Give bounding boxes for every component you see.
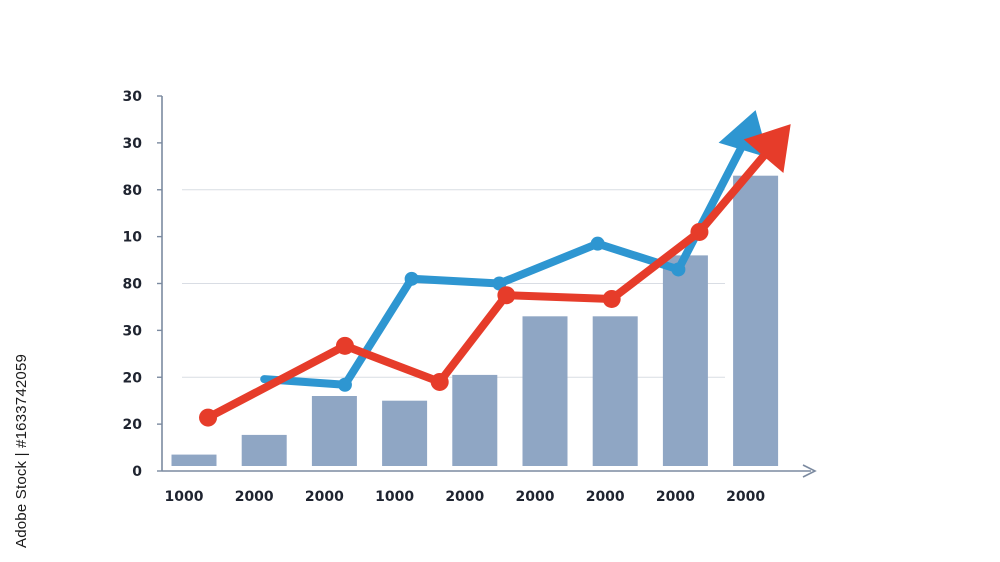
y-tick-label-3: 30 — [123, 323, 143, 339]
x-tick-labels: 1000 2000 2000 1000 2000 2000 2000 2000 2000 — [165, 489, 766, 505]
series-red-point-1 — [199, 408, 218, 427]
y-tick-label-2: 20 — [123, 370, 143, 386]
x-tick-label-1: 2000 — [235, 489, 274, 505]
series-red-line — [204, 227, 704, 422]
y-tick-label-0: 0 — [132, 464, 142, 480]
series-red-arrow-shaft — [695, 147, 772, 236]
y-tick-labels: 0 20 20 30 80 10 80 30 30 — [123, 89, 162, 480]
y-tick-label-5: 10 — [123, 230, 143, 246]
bar-4 — [382, 400, 428, 466]
x-tick-label-8: 2000 — [726, 489, 765, 505]
series-red-point-4 — [497, 286, 516, 305]
y-tick-label-1: 20 — [123, 417, 143, 433]
series-red-point-5 — [602, 289, 621, 308]
x-tick-label-6: 2000 — [586, 489, 625, 505]
bar-3 — [311, 396, 357, 466]
y-tick-label-6: 80 — [123, 183, 143, 199]
x-tick-label-2: 2000 — [305, 489, 344, 505]
y-tick-label-4: 80 — [123, 277, 143, 293]
series-red-point-3 — [430, 372, 449, 391]
x-tick-label-5: 2000 — [516, 489, 555, 505]
bar-6 — [522, 316, 568, 466]
x-tick-label-3: 1000 — [375, 489, 414, 505]
x-tick-label-0: 1000 — [165, 489, 204, 505]
bar-8 — [662, 255, 708, 466]
series-lines — [199, 110, 791, 427]
bar-5 — [452, 374, 498, 466]
y-tick-label-8: 30 — [123, 89, 143, 105]
bar-7 — [592, 316, 638, 466]
series-red-point-2 — [335, 336, 354, 355]
series-blue-point-6 — [671, 262, 686, 277]
x-axis-arrowhead — [802, 464, 817, 478]
x-tick-label-4: 2000 — [445, 489, 484, 505]
series-red-arrowhead — [743, 124, 791, 173]
series-blue-point-2 — [337, 377, 352, 392]
bar-2 — [241, 434, 287, 466]
side-credit-text: Adobe Stock | #1633742059 — [13, 353, 30, 548]
y-tick-label-7: 30 — [123, 136, 143, 152]
bar-9 — [733, 175, 779, 466]
series-blue-point-3 — [404, 271, 419, 286]
series-blue-point-5 — [590, 236, 605, 251]
bars — [171, 175, 779, 466]
x-tick-label-7: 2000 — [656, 489, 695, 505]
bar-1 — [171, 454, 217, 466]
